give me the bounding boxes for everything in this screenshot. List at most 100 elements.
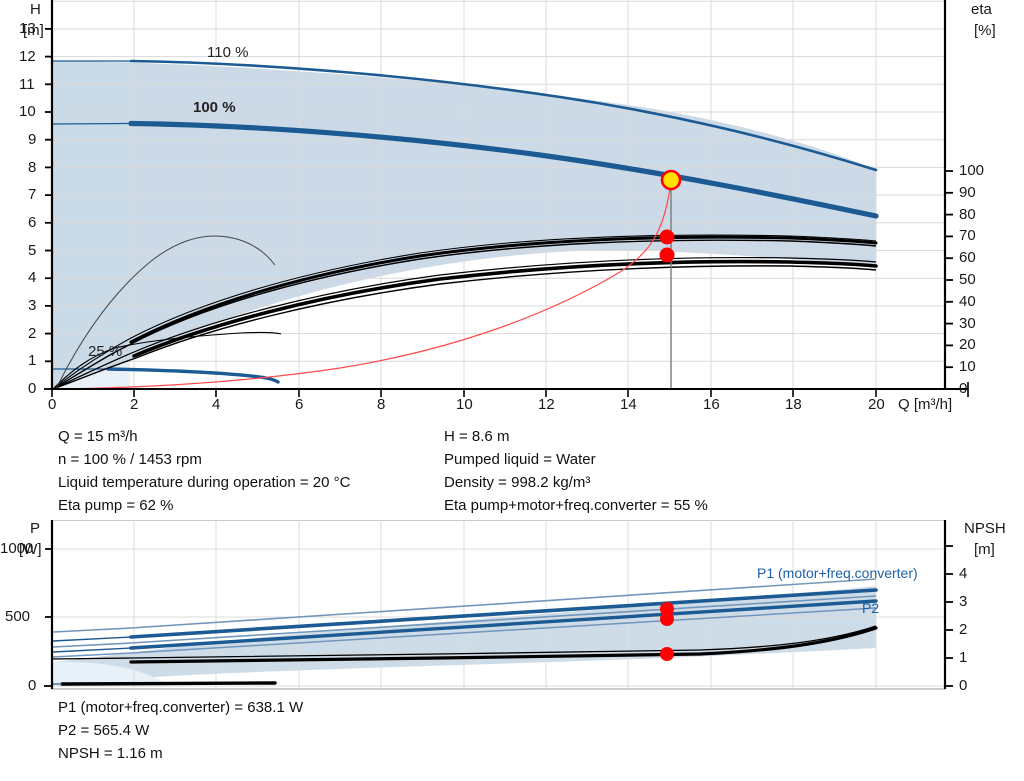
duty-point-npsh-marker [660,647,674,661]
q-tick-12: 12 [538,396,555,413]
q-tick-16: 16 [703,396,720,413]
eta-curve-total-max [132,259,878,358]
h-tick-12: 12 [19,48,36,65]
duty-point-eta-total-marker [659,247,675,263]
npsh-tick-3: 3 [959,593,968,610]
h-axis-title-unit: [m] [23,22,44,39]
horizontal-gridlines [52,0,945,362]
q-axis-title: Q [m³/h] [898,396,953,413]
eta-tick-40: 40 [959,293,976,310]
head-chart-svg [44,0,969,397]
info-npsh: NPSH = 1.16 m [58,745,163,762]
npsh-axis-ticks [945,545,953,687]
q-tick-14: 14 [620,396,637,413]
info-p2: P2 = 565.4 W [58,722,150,739]
p-axis-ticks [44,548,52,687]
q-tick-20: 20 [868,396,885,413]
h-axis-ticks [44,27,52,390]
npsh-envelope-light [53,661,170,686]
npsh-curve [129,626,878,664]
eta-curve-total-upper [52,256,877,389]
p2-curve-upper [52,595,877,648]
vertical-gridlines [52,0,877,389]
q-tick-0: 0 [48,396,57,413]
eta-axis-title-unit: [%] [974,22,996,39]
duty-point-head-marker [660,169,682,191]
p2-curve-100 [129,599,878,650]
head-efficiency-chart [44,0,969,397]
info-density: Density = 998.2 kg/m³ [444,474,591,491]
eta-curve-25 [52,331,282,389]
h-tick-0: 0 [28,380,37,397]
eta-tick-30: 30 [959,315,976,332]
h-tick-3: 3 [28,297,37,314]
p2-curve-100-extension [52,647,132,653]
p-tick-1000: 1000 [0,540,34,557]
p1-curve-100-extension [52,636,132,642]
npsh-tick-4: 4 [959,565,968,582]
head-curve-100 [128,120,879,219]
power-npsh-chart [0,520,1024,695]
head-curve-25-thick [106,367,280,384]
eta-curve-pump-lower [52,239,877,389]
power-plot-content [52,520,945,689]
h-tick-2: 2 [28,325,37,342]
eta-tick-70: 70 [959,227,976,244]
info-pumped-liquid: Pumped liquid = Water [444,451,596,468]
power-chart-svg [44,520,953,690]
q-tick-8: 8 [377,396,386,413]
p-tick-500: 500 [5,608,31,625]
h-tick-1: 1 [28,352,37,369]
eta-tick-0: 0 [959,380,968,397]
q-tick-6: 6 [295,396,304,413]
duty-point-p1-marker [660,602,674,616]
plot-content [52,0,945,389]
p-axis-title-unit: [W] [19,541,42,558]
power-curve-25 [60,681,277,686]
q-tick-18: 18 [785,396,802,413]
eta-tick-50: 50 [959,271,976,288]
npsh-tick-1: 1 [959,649,968,666]
h-tick-9: 9 [28,131,37,148]
q-tick-2: 2 [130,396,139,413]
npsh-axis-title-unit: [m] [974,541,995,558]
h-tick-10: 10 [19,103,36,120]
eta-tick-100: 100 [959,162,985,179]
p-axis-title-symbol: P [30,520,41,537]
eta-tick-20: 20 [959,336,976,353]
p2-curve-label: P2 [862,600,880,616]
p2-curve-lower [52,607,877,658]
h-tick-7: 7 [28,186,37,203]
q-tick-10: 10 [456,396,473,413]
eta-curve-low-flow [55,235,276,389]
eta-axis-title-symbol: eta [971,1,992,18]
eta-tick-60: 60 [959,249,976,266]
h-tick-5: 5 [28,242,37,259]
eta-tick-80: 80 [959,206,976,223]
npsh-curve-thin [52,625,877,660]
info-flow: Q = 15 m³/h [58,428,138,445]
h-tick-13: 13 [19,20,36,37]
system-curve [52,179,672,389]
eta-axis-ticks [945,170,953,390]
npsh-tick-2: 2 [959,621,968,638]
power-gridlines [52,520,945,689]
h-tick-6: 6 [28,214,37,231]
eta-curve-pump-max [129,235,878,344]
speed-label-25: 25 % [88,343,123,360]
h-tick-11: 11 [19,76,35,93]
q-tick-4: 4 [212,396,221,413]
info-p1: P1 (motor+freq.converter) = 638.1 W [58,699,304,716]
info-eta-pump: Eta pump = 62 % [58,497,174,514]
p-tick-0: 0 [28,677,37,694]
duty-point-eta-pump-marker [659,229,675,245]
info-eta-total: Eta pump+motor+freq.converter = 55 % [444,497,708,514]
head-curve-110 [129,59,878,172]
p1-curve-label: P1 (motor+freq.converter) [757,565,918,581]
eta-tick-90: 90 [959,184,976,201]
p1-curve-100 [129,588,878,639]
h-axis-title-symbol: H [30,1,41,18]
npsh-tick-0: 0 [959,677,968,694]
eta-tick-10: 10 [959,358,976,375]
h-tick-4: 4 [28,269,37,286]
